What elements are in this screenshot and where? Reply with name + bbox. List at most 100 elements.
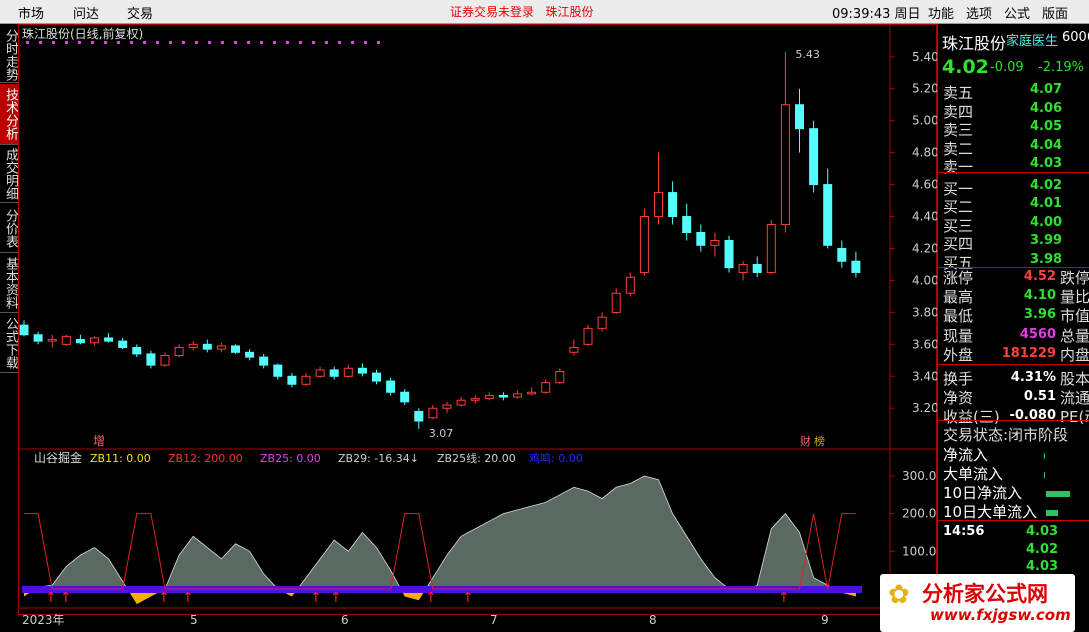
y-tick-label: 3.20 bbox=[912, 401, 937, 415]
dot bbox=[351, 41, 354, 44]
stat-label: 内盘 bbox=[1060, 345, 1089, 364]
y-tick-label: 3.40 bbox=[912, 369, 937, 383]
candle-body bbox=[259, 356, 269, 366]
arrow: ↑ bbox=[158, 590, 170, 606]
candle-body bbox=[428, 407, 438, 419]
dot bbox=[377, 41, 380, 44]
side-tab[interactable]: 分时走势 bbox=[0, 28, 18, 83]
flow-bar bbox=[1044, 453, 1045, 459]
y-tick-label: 4.40 bbox=[912, 210, 937, 224]
candle-body bbox=[555, 370, 565, 384]
dot bbox=[260, 41, 263, 44]
candle-body bbox=[343, 367, 353, 377]
dot bbox=[182, 41, 185, 44]
dot bbox=[312, 41, 315, 44]
dot bbox=[273, 41, 276, 44]
order-label: 卖一 bbox=[943, 158, 974, 176]
dot bbox=[26, 41, 29, 44]
stat-value: 4.52 bbox=[1023, 269, 1056, 284]
signal-line bbox=[24, 513, 856, 590]
candle-body bbox=[823, 184, 833, 246]
flow-bar bbox=[1046, 510, 1058, 516]
y-tick-label: 4.00 bbox=[912, 273, 937, 287]
candle-body bbox=[174, 347, 184, 357]
flow-label: 净流入 bbox=[943, 446, 989, 464]
side-tab[interactable]: 成交明细 bbox=[0, 146, 18, 203]
stat-label: 股本 bbox=[1060, 370, 1089, 388]
stat-label: 现量 bbox=[943, 326, 974, 345]
order-price: 3.98 bbox=[1030, 251, 1063, 267]
dot bbox=[39, 41, 42, 44]
candle-body bbox=[583, 327, 593, 345]
order-label: 买一 bbox=[943, 179, 974, 198]
separator bbox=[938, 364, 1089, 365]
stat-label: 收益(三) bbox=[943, 408, 1000, 427]
candle-body bbox=[231, 345, 240, 353]
legend-entry: ZB29: -16.34↓ bbox=[338, 452, 419, 465]
y-tick-label: 300.0 bbox=[902, 469, 936, 483]
y-tick-label: 4.20 bbox=[912, 241, 937, 255]
menu-item[interactable]: 市场 bbox=[18, 7, 45, 22]
stat-value: 181229 bbox=[1001, 345, 1056, 361]
dot bbox=[130, 41, 133, 44]
menu-item[interactable]: 交易 bbox=[127, 7, 154, 22]
candle-body bbox=[809, 128, 819, 186]
candle-body bbox=[668, 192, 678, 218]
x-tick-label: 8 bbox=[649, 613, 657, 627]
area-positive bbox=[23, 475, 857, 589]
dot bbox=[65, 41, 68, 44]
candle-body bbox=[400, 391, 410, 403]
side-tab[interactable]: 基本资料 bbox=[0, 254, 18, 313]
candle-body bbox=[837, 247, 847, 262]
tick-price: 4.03 bbox=[1026, 524, 1059, 539]
menu-item[interactable]: 选项 bbox=[966, 7, 993, 22]
high-label: 5.43 bbox=[795, 48, 820, 61]
marker: 榜 bbox=[814, 434, 825, 448]
stat-value: 3.96 bbox=[1023, 307, 1056, 323]
dot bbox=[78, 41, 81, 44]
candle-body bbox=[146, 353, 156, 366]
candle-body bbox=[202, 343, 212, 350]
stat-value: -0.080 bbox=[1009, 408, 1056, 424]
login-status: 证券交易未登录 珠江股份 bbox=[450, 5, 594, 19]
separator bbox=[938, 420, 1089, 421]
y-tick-label: 3.60 bbox=[912, 337, 937, 351]
stat-label: 涨停 bbox=[943, 269, 974, 287]
flow-label: 10日大单流入 bbox=[943, 503, 1038, 521]
y-tick-label: 3.80 bbox=[912, 305, 937, 319]
order-label: 买四 bbox=[943, 235, 974, 253]
arrow: ↑ bbox=[60, 590, 72, 606]
candle-body bbox=[90, 337, 99, 344]
menu-item[interactable]: 版面 bbox=[1042, 7, 1069, 22]
chart-title: 珠江股份(日线,前复权) bbox=[22, 26, 143, 41]
separator bbox=[938, 267, 1089, 268]
side-tab[interactable]: 公式下载 bbox=[0, 314, 18, 373]
candle-body bbox=[597, 316, 607, 329]
candle-body bbox=[287, 375, 297, 385]
tick-price: 4.02 bbox=[1026, 541, 1059, 557]
order-label: 买二 bbox=[943, 198, 974, 216]
order-price: 4.02 bbox=[1030, 177, 1063, 193]
menu-item[interactable]: 问达 bbox=[73, 7, 100, 22]
stock-name: 珠江股份 bbox=[942, 34, 1007, 53]
side-tab[interactable]: 技术分析 bbox=[0, 84, 18, 145]
watermark-name: 分析家公式网 bbox=[922, 582, 1048, 606]
legend-entry: ZB25: 0.00 bbox=[260, 452, 321, 465]
side-tab[interactable]: 分价表 bbox=[0, 204, 18, 253]
stat-label: 总量 bbox=[1060, 326, 1089, 345]
stock-code: 6006 bbox=[1062, 30, 1089, 45]
menu-item[interactable]: 功能 bbox=[928, 7, 955, 22]
dot bbox=[338, 41, 341, 44]
menu-item[interactable]: 公式 bbox=[1004, 7, 1031, 22]
candle-body bbox=[484, 394, 494, 400]
stat-label: 最高 bbox=[943, 288, 974, 307]
trade-status: 交易状态:闭市阶段 bbox=[943, 426, 1069, 444]
arrow: ↑ bbox=[425, 590, 437, 606]
dot bbox=[169, 41, 172, 44]
y-tick-label: 100.0 bbox=[902, 544, 936, 558]
flow-label: 10日净流入 bbox=[943, 484, 1023, 502]
order-label: 卖三 bbox=[943, 121, 974, 139]
candle-body bbox=[498, 394, 508, 398]
dot bbox=[364, 41, 367, 44]
candle-body bbox=[541, 382, 551, 393]
